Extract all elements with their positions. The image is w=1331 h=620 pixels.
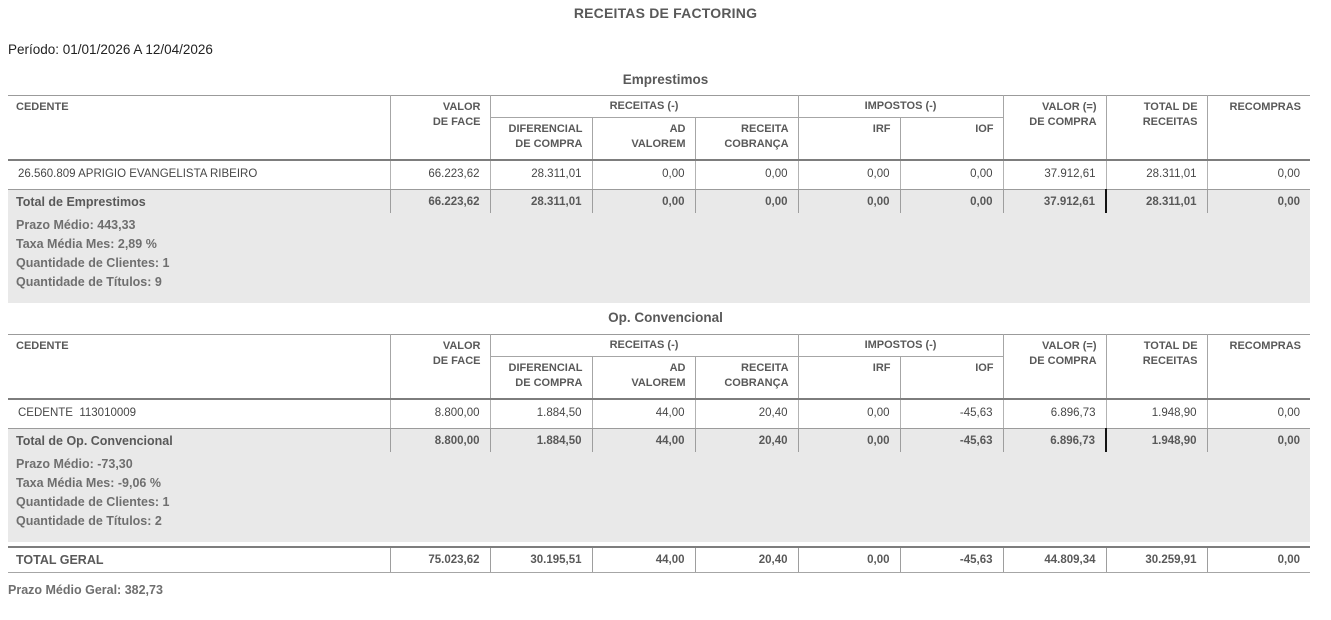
total-recompras-cell: 0,00 (1207, 189, 1311, 213)
col-header-valor-de-face: VALOR DE FACE (390, 334, 491, 399)
col-group-impostos: IMPOSTOS (-) (798, 334, 1004, 357)
summary-quantidade-titulos: Quantidade de Títulos: 2 (16, 514, 162, 528)
section-total-label: Total de Emprestimos (8, 189, 391, 213)
grand-total-table: TOTAL GERAL 75.023,62 30.195,51 44,00 20… (8, 546, 1310, 573)
section-total-row-op-convencional: Total de Op. Convencional 8.800,00 1.884… (8, 428, 1311, 452)
total-iof-cell: 0,00 (900, 189, 1004, 213)
total-valor-de-face-cell: 66.223,62 (390, 189, 491, 213)
valor-de-face-cell: 8.800,00 (390, 398, 491, 429)
valor-de-compra-cell: 37.912,61 (1003, 159, 1107, 190)
col-group-receitas: RECEITAS (-) (490, 334, 799, 357)
section-summary-op-convencional: Prazo Médio: -73,30 Taxa Média Mes: -9,0… (8, 452, 1310, 542)
total-iof-cell: -45,63 (900, 428, 1004, 452)
grand-total-label: TOTAL GERAL (8, 546, 391, 573)
summary-taxa-media: Taxa Média Mes: 2,89 % (16, 237, 157, 251)
iof-cell: 0,00 (900, 159, 1004, 190)
col-header-cedente: CEDENTE (8, 95, 391, 160)
grand-valor-de-face-cell: 75.023,62 (390, 546, 491, 573)
total-de-receitas-cell: 1.948,90 (1106, 398, 1208, 429)
section-total-label: Total de Op. Convencional (8, 428, 391, 452)
col-header-total-de-receitas: TOTAL DE RECEITAS (1106, 95, 1208, 160)
valor-de-face-cell: 66.223,62 (390, 159, 491, 190)
total-irf-cell: 0,00 (798, 189, 901, 213)
grand-recompras-cell: 0,00 (1207, 546, 1310, 573)
grand-receita-cobranca-cell: 20,40 (695, 546, 799, 573)
col-header-ad-valorem: AD VALOREM (592, 117, 696, 160)
col-header-iof: IOF (900, 356, 1004, 399)
valor-de-compra-cell: 6.896,73 (1003, 398, 1107, 429)
grand-diferencial-cell: 30.195,51 (490, 546, 593, 573)
total-receita-cobranca-cell: 20,40 (695, 428, 799, 452)
section-total-row-emprestimos: Total de Emprestimos 66.223,62 28.311,01… (8, 189, 1311, 213)
section-title-emprestimos: Emprestimos (622, 72, 709, 87)
summary-quantidade-titulos: Quantidade de Títulos: 9 (16, 275, 162, 289)
table-row-op-convencional: CEDENTE 113010009 8.800,00 1.884,50 44,0… (8, 398, 1311, 429)
table-row-emprestimos: 26.560.809 APRIGIO EVANGELISTA RIBEIRO 6… (8, 159, 1311, 190)
report-title: RECEITAS DE FACTORING (573, 5, 758, 21)
receita-cobranca-cell: 20,40 (695, 398, 799, 429)
col-header-iof: IOF (900, 117, 1004, 160)
col-header-recompras: RECOMPRAS (1207, 334, 1311, 399)
summary-prazo-medio: Prazo Médio: 443,33 (16, 218, 136, 232)
total-receita-cobranca-cell: 0,00 (695, 189, 799, 213)
summary-prazo-medio: Prazo Médio: -73,30 (16, 457, 133, 471)
total-valor-de-face-cell: 8.800,00 (390, 428, 491, 452)
grand-total-note: Prazo Médio Geral: 382,73 (8, 583, 163, 597)
total-diferencial-cell: 28.311,01 (490, 189, 593, 213)
irf-cell: 0,00 (798, 398, 901, 429)
emprestimos-table: CEDENTE VALOR DE FACE RECEITAS (-) IMPOS… (8, 95, 1311, 213)
total-irf-cell: 0,00 (798, 428, 901, 452)
total-de-receitas-cell: 28.311,01 (1106, 159, 1208, 190)
total-diferencial-cell: 1.884,50 (490, 428, 593, 452)
recompras-cell: 0,00 (1207, 398, 1311, 429)
report-period: Período: 01/01/2026 A 12/04/2026 (8, 42, 213, 57)
recompras-cell: 0,00 (1207, 159, 1311, 190)
cedente-cell: 26.560.809 APRIGIO EVANGELISTA RIBEIRO (8, 159, 391, 190)
ad-valorem-cell: 44,00 (592, 398, 696, 429)
grand-total-de-receitas-cell: 30.259,91 (1106, 546, 1208, 573)
col-group-impostos: IMPOSTOS (-) (798, 95, 1004, 118)
col-header-ad-valorem: AD VALOREM (592, 356, 696, 399)
col-header-irf: IRF (798, 356, 901, 399)
summary-quantidade-clientes: Quantidade de Clientes: 1 (16, 256, 170, 270)
total-ad-valorem-cell: 0,00 (592, 189, 696, 213)
cedente-cell: CEDENTE 113010009 (8, 398, 391, 429)
total-ad-valorem-cell: 44,00 (592, 428, 696, 452)
col-header-receita-cobranca: RECEITA COBRANÇA (695, 356, 799, 399)
col-header-diferencial-de-compra: DIFERENCIAL DE COMPRA (490, 356, 593, 399)
section-summary-emprestimos: Prazo Médio: 443,33 Taxa Média Mes: 2,89… (8, 213, 1310, 303)
col-header-total-de-receitas: TOTAL DE RECEITAS (1106, 334, 1208, 399)
diferencial-cell: 28.311,01 (490, 159, 593, 190)
total-recompras-cell: 0,00 (1207, 428, 1311, 452)
diferencial-cell: 1.884,50 (490, 398, 593, 429)
iof-cell: -45,63 (900, 398, 1004, 429)
grand-total-row: TOTAL GERAL 75.023,62 30.195,51 44,00 20… (8, 546, 1310, 573)
section-title-op-convencional: Op. Convencional (608, 310, 723, 325)
total-total-de-receitas-cell: 28.311,01 (1106, 189, 1208, 213)
summary-quantidade-clientes: Quantidade de Clientes: 1 (16, 495, 170, 509)
col-header-valor-de-compra: VALOR (=) DE COMPRA (1003, 95, 1107, 160)
op-convencional-table: CEDENTE VALOR DE FACE RECEITAS (-) IMPOS… (8, 334, 1311, 452)
col-header-recompras: RECOMPRAS (1207, 95, 1311, 160)
irf-cell: 0,00 (798, 159, 901, 190)
col-header-receita-cobranca: RECEITA COBRANÇA (695, 117, 799, 160)
total-total-de-receitas-cell: 1.948,90 (1106, 428, 1208, 452)
col-header-cedente: CEDENTE (8, 334, 391, 399)
ad-valorem-cell: 0,00 (592, 159, 696, 190)
total-valor-de-compra-cell: 37.912,61 (1003, 189, 1108, 213)
col-group-receitas: RECEITAS (-) (490, 95, 799, 118)
grand-ad-valorem-cell: 44,00 (592, 546, 696, 573)
col-header-diferencial-de-compra: DIFERENCIAL DE COMPRA (490, 117, 593, 160)
col-header-valor-de-face: VALOR DE FACE (390, 95, 491, 160)
summary-taxa-media: Taxa Média Mes: -9,06 % (16, 476, 161, 490)
total-valor-de-compra-cell: 6.896,73 (1003, 428, 1108, 452)
col-header-valor-de-compra: VALOR (=) DE COMPRA (1003, 334, 1107, 399)
grand-irf-cell: 0,00 (798, 546, 901, 573)
col-header-irf: IRF (798, 117, 901, 160)
grand-iof-cell: -45,63 (900, 546, 1004, 573)
receita-cobranca-cell: 0,00 (695, 159, 799, 190)
grand-valor-de-compra-cell: 44.809,34 (1003, 546, 1107, 573)
